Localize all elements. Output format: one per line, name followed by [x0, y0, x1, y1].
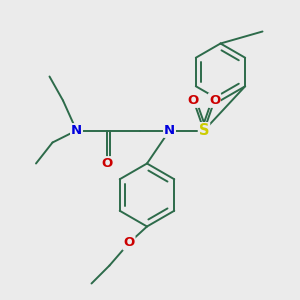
Text: O: O	[209, 94, 220, 107]
Text: O: O	[101, 157, 112, 170]
Text: O: O	[123, 236, 135, 250]
Text: O: O	[188, 94, 199, 107]
Text: N: N	[164, 124, 175, 137]
Text: N: N	[71, 124, 82, 137]
Text: S: S	[199, 123, 209, 138]
